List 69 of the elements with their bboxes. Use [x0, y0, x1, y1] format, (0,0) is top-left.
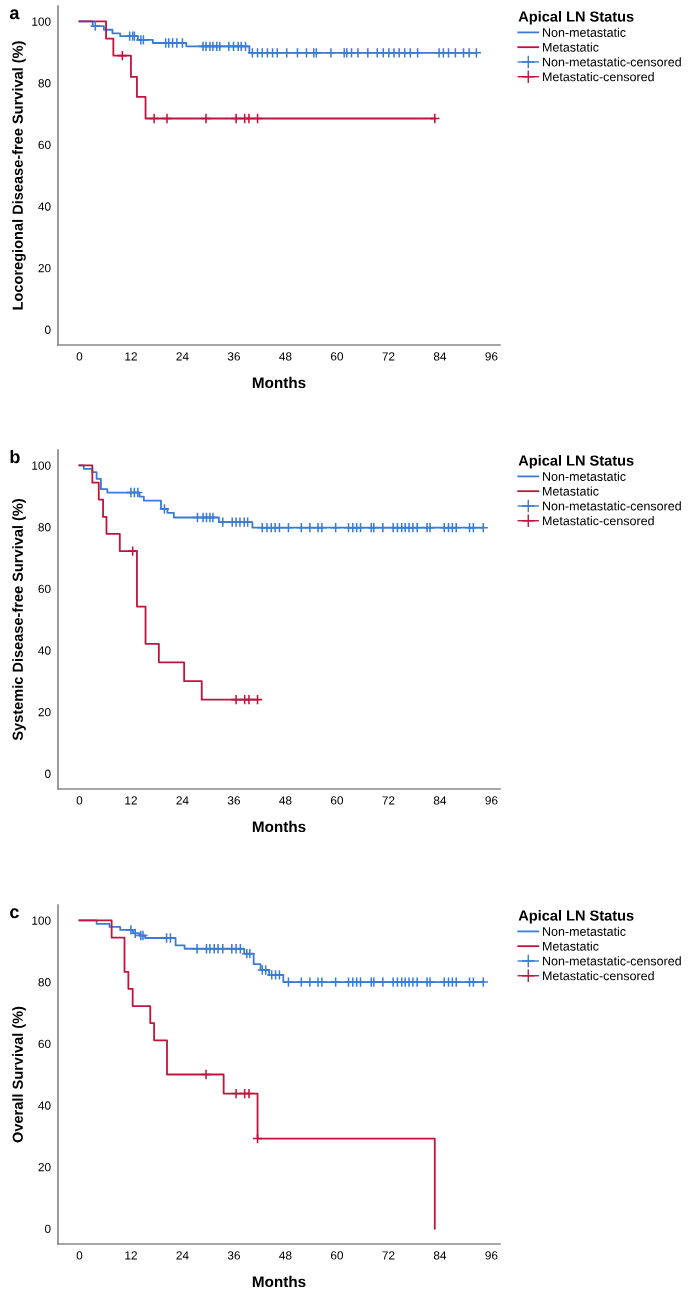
- y-tick-label: 40: [38, 646, 51, 655]
- x-tick-label: 72: [382, 1251, 395, 1260]
- y-tick-label: 100: [32, 461, 51, 470]
- chart-title: c: [10, 908, 19, 919]
- x-axis-title: Months: [252, 376, 306, 389]
- x-tick-label: 0: [76, 1251, 83, 1260]
- x-tick-label: 36: [227, 352, 240, 361]
- legend-label: Non-metastatic: [543, 27, 626, 37]
- legend-label: Metastatic-censored: [543, 516, 654, 526]
- legend-label: Metastatic: [543, 42, 599, 52]
- y-tick-label: 40: [38, 202, 51, 211]
- y-tick-label: 60: [38, 140, 51, 150]
- x-tick-label: 0: [76, 352, 83, 361]
- x-tick-label: 72: [382, 796, 395, 805]
- x-tick-label: 24: [176, 1251, 189, 1260]
- y-tick-label: 100: [32, 916, 51, 925]
- y-tick-label: 20: [38, 1162, 51, 1172]
- x-tick-label: 48: [279, 1251, 292, 1260]
- y-tick-label: 80: [38, 523, 51, 532]
- x-tick-label: 60: [330, 1251, 344, 1260]
- y-tick-label: 0: [44, 325, 51, 334]
- chart-title: a: [9, 9, 20, 20]
- y-tick-label: 0: [44, 769, 51, 778]
- x-tick-label: 12: [125, 796, 137, 805]
- x-tick-label: 12: [125, 352, 137, 361]
- legend-label: Metastatic: [543, 941, 599, 951]
- y-tick-label: 80: [38, 978, 51, 987]
- x-tick-label: 96: [485, 796, 498, 805]
- x-tick-label: 60: [330, 796, 344, 805]
- x-tick-label: 0: [76, 796, 83, 805]
- x-tick-label: 24: [176, 352, 189, 361]
- x-tick-label: 12: [125, 1251, 137, 1260]
- x-tick-label: 60: [330, 352, 344, 361]
- legend-title: Apical LN Status: [518, 11, 634, 25]
- x-tick-label: 48: [279, 796, 292, 805]
- y-tick-label: 20: [38, 263, 51, 273]
- y-axis-title: Systemic Disease-free Survival (%): [12, 499, 26, 741]
- legend-label: Non-metastatic-censored: [543, 57, 681, 67]
- legend-label: Metastatic: [543, 486, 599, 496]
- x-tick-label: 96: [485, 352, 498, 361]
- x-tick-label: 84: [433, 1251, 447, 1260]
- x-tick-label: 96: [485, 1251, 498, 1260]
- y-tick-label: 80: [38, 79, 51, 88]
- x-tick-label: 24: [176, 796, 189, 805]
- y-tick-label: 100: [32, 17, 51, 26]
- legend-label: Metastatic-censored: [543, 72, 654, 82]
- x-tick-label: 84: [433, 796, 447, 805]
- x-tick-label: 84: [433, 352, 447, 361]
- y-tick-label: 40: [38, 1101, 51, 1110]
- chart-title: b: [10, 450, 20, 464]
- x-axis-title: Months: [252, 820, 306, 833]
- legend-title: Apical LN Status: [518, 455, 634, 469]
- legend-label: Metastatic-censored: [543, 971, 654, 981]
- x-tick-label: 48: [279, 352, 292, 361]
- y-tick-label: 60: [38, 1039, 51, 1049]
- x-tick-label: 72: [382, 352, 395, 361]
- legend-label: Non-metastatic: [543, 926, 626, 936]
- y-axis-title: Locoregional Disease-free Survival (%): [12, 41, 26, 310]
- legend-label: Non-metastatic-censored: [543, 501, 681, 511]
- x-axis-title: Months: [252, 1275, 306, 1288]
- x-tick-label: 36: [227, 796, 240, 805]
- y-axis-title: Overall Survival (%): [12, 1006, 26, 1143]
- legend-title: Apical LN Status: [518, 910, 634, 924]
- y-tick-label: 20: [38, 707, 51, 717]
- y-tick-label: 60: [38, 584, 51, 594]
- legend-label: Non-metastatic-censored: [543, 956, 681, 966]
- y-tick-label: 0: [44, 1224, 51, 1233]
- x-tick-label: 36: [227, 1251, 240, 1260]
- legend-label: Non-metastatic: [543, 471, 626, 481]
